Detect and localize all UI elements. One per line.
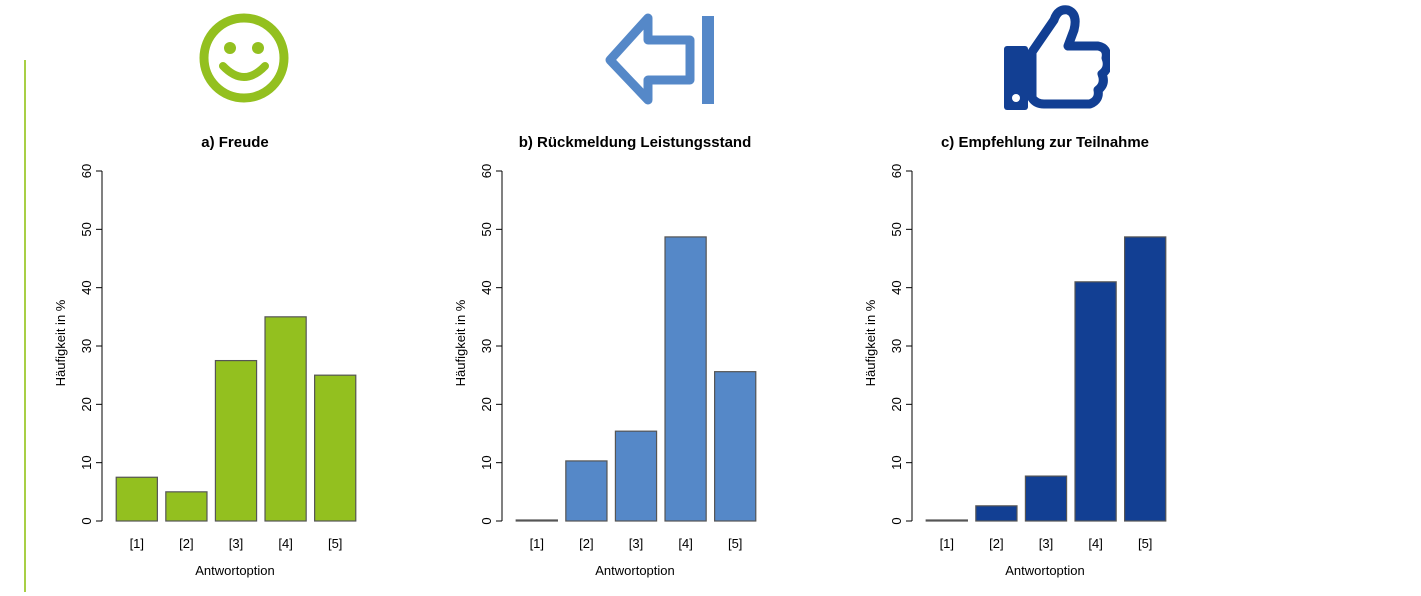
bars xyxy=(925,236,1167,522)
x-tick-label: [4] xyxy=(278,536,292,551)
y-tick-label: 20 xyxy=(79,397,94,411)
arrow-left-bar-icon xyxy=(600,8,720,108)
y-tick-label: 10 xyxy=(79,455,94,469)
x-tick-label: [2] xyxy=(179,536,193,551)
y-axis-label: Häufigkeit in % xyxy=(863,299,878,386)
y-tick-label: 60 xyxy=(479,164,494,178)
bar xyxy=(115,476,158,522)
x-tick-label: [1] xyxy=(130,536,144,551)
bar xyxy=(1074,281,1117,522)
bar xyxy=(614,430,658,522)
y-tick-label: 10 xyxy=(479,455,494,469)
y-tick-label: 20 xyxy=(889,397,904,411)
bar xyxy=(515,519,558,522)
chart-panel-freude: a) Freude Häufigkeit in % Antwortoption … xyxy=(50,128,380,588)
x-tick-label: [1] xyxy=(940,536,954,551)
x-axis-label: Antwortoption xyxy=(1005,563,1085,578)
x-tick-label: [5] xyxy=(1138,536,1152,551)
y-tick-label: 60 xyxy=(79,164,94,178)
y-axis: 0 10 20 30 40 50 60 xyxy=(889,164,913,525)
bar xyxy=(314,374,357,522)
x-tick-label: [5] xyxy=(728,536,742,551)
x-tick-labels: [1] [2] [3] [4] [5] xyxy=(530,536,743,551)
bar xyxy=(975,505,1018,522)
x-tick-label: [3] xyxy=(229,536,243,551)
y-axis-label: Häufigkeit in % xyxy=(53,299,68,386)
x-tick-label: [2] xyxy=(989,536,1003,551)
x-tick-label: [2] xyxy=(579,536,593,551)
x-tick-label: [4] xyxy=(1088,536,1102,551)
smiley-icon xyxy=(196,10,292,106)
bar xyxy=(565,460,608,522)
y-tick-label: 40 xyxy=(889,280,904,294)
y-tick-label: 60 xyxy=(889,164,904,178)
x-axis-label: Antwortoption xyxy=(595,563,675,578)
x-axis-label: Antwortoption xyxy=(195,563,275,578)
x-tick-label: [3] xyxy=(1039,536,1053,551)
y-tick-label: 40 xyxy=(479,280,494,294)
y-tick-label: 0 xyxy=(479,517,494,524)
bars xyxy=(115,316,357,522)
accent-line xyxy=(24,60,26,592)
bar xyxy=(664,236,707,522)
thumbs-up-icon xyxy=(1002,2,1112,112)
bar xyxy=(214,359,258,522)
chart-panel-empfehlung: c) Empfehlung zur Teilnahme Häufigkeit i… xyxy=(860,128,1190,588)
bar xyxy=(165,491,208,522)
y-tick-label: 50 xyxy=(479,222,494,236)
x-tick-label: [4] xyxy=(678,536,692,551)
chart-title: c) Empfehlung zur Teilnahme xyxy=(941,134,1149,151)
chart-panel-rueckmeldung: b) Rückmeldung Leistungsstand Häufigkeit… xyxy=(450,128,780,588)
bar xyxy=(1024,475,1068,522)
y-tick-label: 30 xyxy=(479,339,494,353)
x-tick-labels: [1] [2] [3] [4] [5] xyxy=(130,536,343,551)
y-tick-label: 0 xyxy=(79,517,94,524)
bar xyxy=(925,519,968,522)
x-tick-label: [3] xyxy=(629,536,643,551)
y-tick-label: 20 xyxy=(479,397,494,411)
bar-chart-empfehlung: c) Empfehlung zur Teilnahme Häufigkeit i… xyxy=(863,134,1167,578)
y-tick-label: 40 xyxy=(79,280,94,294)
y-tick-label: 30 xyxy=(79,339,94,353)
y-tick-label: 30 xyxy=(889,339,904,353)
y-axis-label: Häufigkeit in % xyxy=(453,299,468,386)
bar-chart-rueckmeldung: b) Rückmeldung Leistungsstand Häufigkeit… xyxy=(453,134,757,578)
y-tick-label: 50 xyxy=(79,222,94,236)
x-tick-label: [1] xyxy=(530,536,544,551)
y-tick-label: 10 xyxy=(889,455,904,469)
x-tick-labels: [1] [2] [3] [4] [5] xyxy=(940,536,1153,551)
y-axis: 0 10 20 30 40 50 60 xyxy=(79,164,103,525)
bar xyxy=(1124,236,1167,522)
y-tick-label: 50 xyxy=(889,222,904,236)
chart-title: a) Freude xyxy=(201,134,269,151)
bar-chart-freude: a) Freude Häufigkeit in % Antwortoption … xyxy=(53,134,357,578)
bar xyxy=(264,316,307,522)
chart-title: b) Rückmeldung Leistungsstand xyxy=(519,134,752,151)
y-axis: 0 10 20 30 40 50 60 xyxy=(479,164,503,525)
bars xyxy=(515,236,757,522)
bar xyxy=(714,371,757,522)
y-tick-label: 0 xyxy=(889,517,904,524)
x-tick-label: [5] xyxy=(328,536,342,551)
